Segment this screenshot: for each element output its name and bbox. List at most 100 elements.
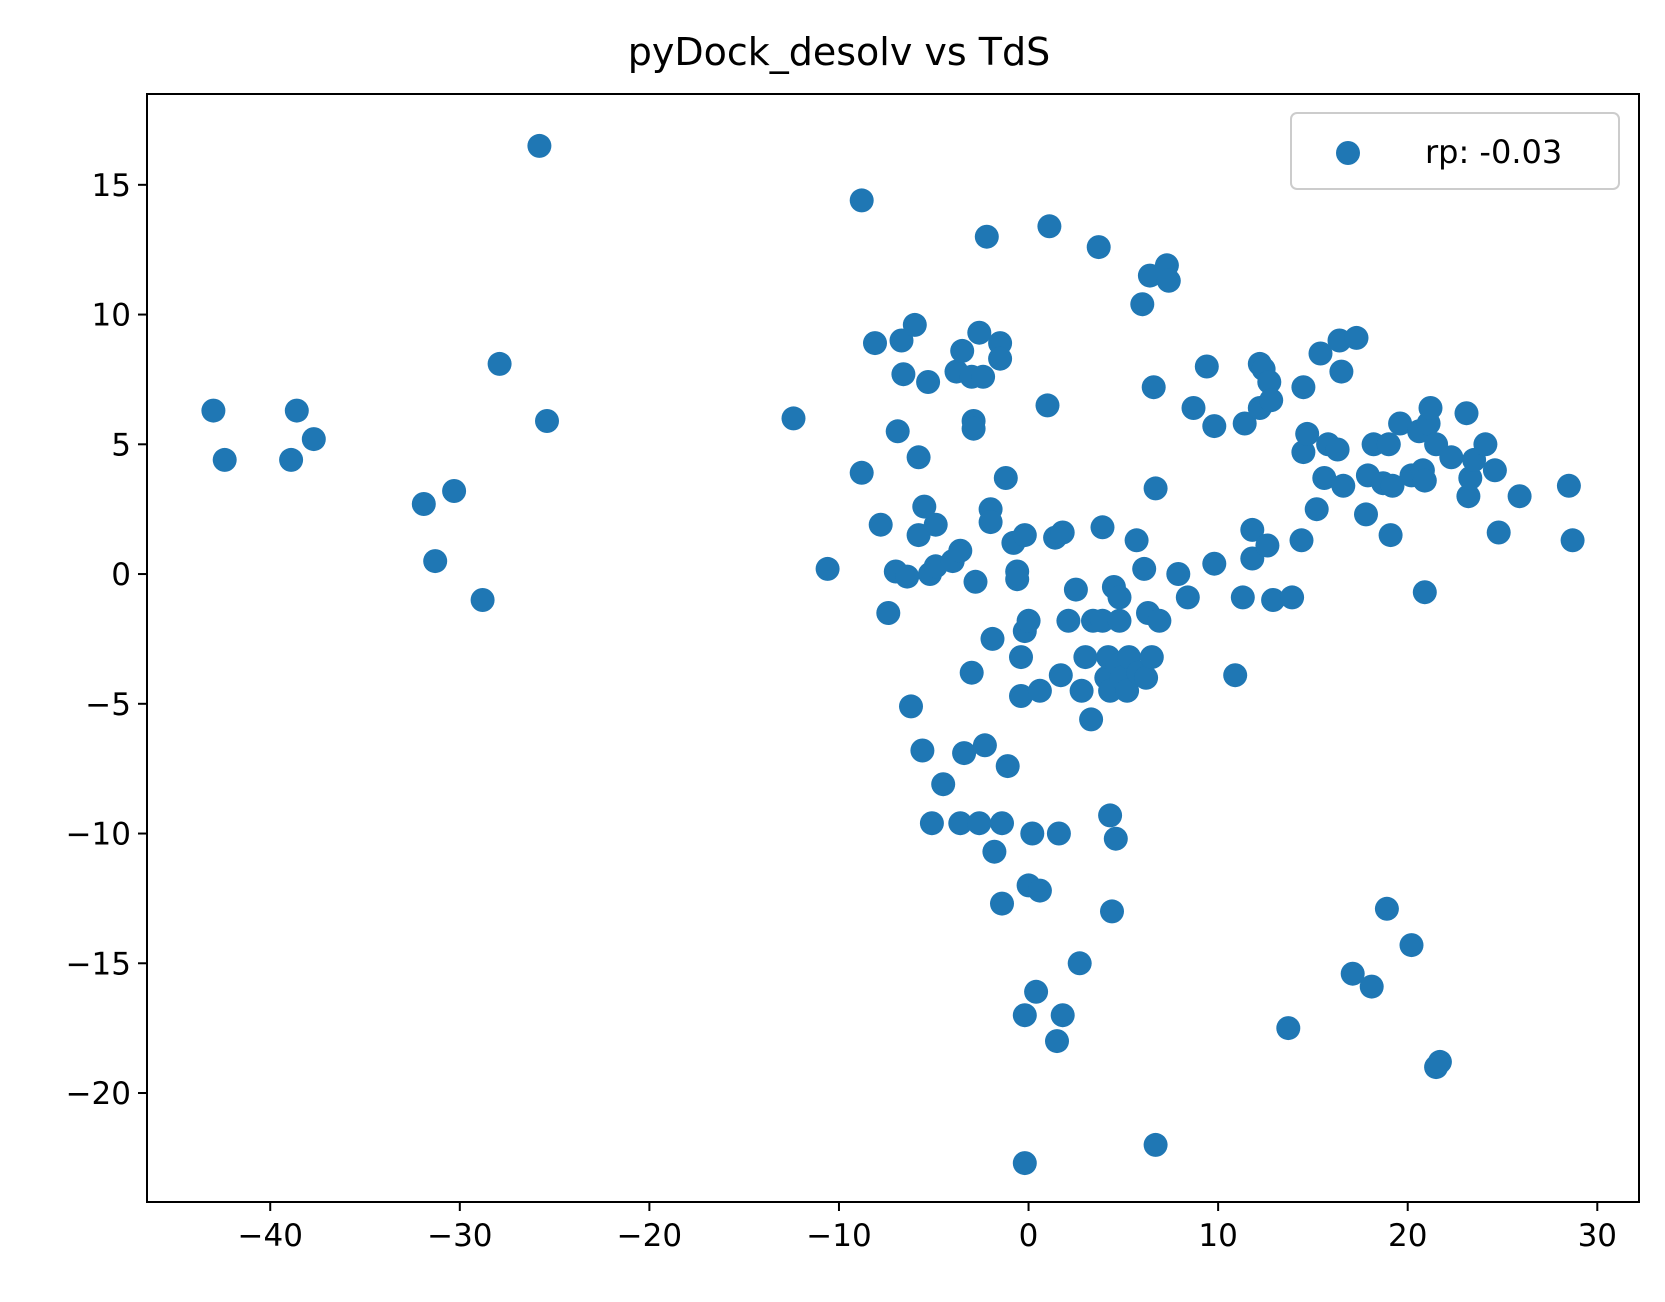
- data-point: [1486, 520, 1511, 545]
- data-point: [1560, 528, 1585, 553]
- data-point: [1280, 585, 1305, 610]
- data-point: [1399, 933, 1424, 958]
- data-point: [1556, 473, 1581, 498]
- data-point: [1257, 370, 1282, 394]
- data-point: [863, 331, 887, 356]
- data-point: [961, 416, 986, 441]
- data-point: [1143, 476, 1168, 501]
- data-point: [1115, 678, 1140, 703]
- data-point: [1009, 684, 1033, 708]
- plot-frame: [146, 93, 1640, 1203]
- data-point: [967, 320, 992, 345]
- data-point: [1507, 484, 1532, 509]
- data-point: [1376, 432, 1401, 457]
- data-point: [1069, 678, 1094, 703]
- data-point: [993, 466, 1018, 490]
- x-tick-label: 0: [1019, 1218, 1039, 1254]
- data-point: [1134, 665, 1159, 690]
- data-point: [849, 460, 874, 485]
- data-point: [1090, 515, 1115, 540]
- data-point: [1454, 401, 1479, 426]
- data-point: [963, 569, 988, 594]
- data-point: [1473, 432, 1498, 457]
- data-point: [1056, 608, 1081, 633]
- data-point: [1107, 585, 1132, 610]
- x-tick-label: −20: [617, 1218, 682, 1254]
- legend: rp: -0.03: [1290, 112, 1620, 190]
- data-point: [1418, 396, 1443, 420]
- data-point: [1016, 608, 1041, 633]
- data-point: [1331, 473, 1356, 498]
- data-point: [1202, 551, 1227, 576]
- data-point: [201, 398, 226, 423]
- y-tick-label: 0: [111, 557, 131, 593]
- data-point: [212, 447, 237, 472]
- y-tick-label: −5: [85, 687, 131, 723]
- data-point: [1223, 663, 1248, 688]
- data-point: [1291, 375, 1316, 400]
- data-point: [1100, 899, 1124, 924]
- data-point: [902, 312, 927, 337]
- data-point: [1276, 1016, 1301, 1041]
- data-point: [889, 328, 914, 353]
- data-point: [1037, 214, 1062, 239]
- data-point: [899, 694, 923, 719]
- data-point: [1050, 1003, 1075, 1028]
- data-point: [1388, 411, 1413, 436]
- data-point: [1005, 567, 1030, 592]
- data-point: [1073, 645, 1098, 670]
- data-point: [1009, 645, 1033, 670]
- data-point: [919, 811, 944, 836]
- points-layer: [201, 133, 1585, 1176]
- data-point: [971, 364, 996, 389]
- data-point: [967, 811, 992, 836]
- data-point: [1181, 396, 1206, 420]
- data-point: [1255, 533, 1280, 558]
- data-point: [1024, 979, 1049, 1004]
- data-point: [1090, 608, 1115, 633]
- data-point: [849, 188, 874, 213]
- data-point: [411, 492, 436, 516]
- data-point: [1329, 359, 1354, 384]
- x-axis: −40 −30 −20 −10 0 10 20 30: [238, 1202, 1617, 1254]
- x-tick-label: −10: [806, 1218, 871, 1254]
- legend-box: [1290, 112, 1620, 190]
- data-point: [284, 398, 309, 423]
- data-point: [1046, 821, 1071, 846]
- data-point: [442, 479, 467, 503]
- data-point: [990, 811, 1014, 836]
- data-point: [1259, 388, 1284, 413]
- data-point: [487, 351, 512, 376]
- data-point: [972, 733, 997, 758]
- data-point: [470, 588, 495, 612]
- data-point: [1378, 523, 1403, 548]
- data-point: [279, 447, 304, 472]
- data-point: [1063, 577, 1088, 602]
- x-tick-label: 30: [1578, 1218, 1617, 1254]
- data-point: [1156, 268, 1181, 293]
- data-point: [1012, 523, 1037, 548]
- data-point: [1458, 466, 1483, 490]
- data-point: [1427, 1049, 1452, 1074]
- data-point: [815, 556, 840, 581]
- data-point: [1103, 826, 1128, 851]
- y-tick-label: 15: [92, 168, 131, 204]
- legend-marker: [1336, 141, 1360, 165]
- data-point: [1048, 663, 1073, 688]
- y-tick-label: −15: [66, 946, 131, 982]
- data-point: [868, 512, 893, 537]
- data-point: [988, 346, 1013, 371]
- data-point: [1132, 556, 1157, 581]
- data-point: [781, 406, 806, 431]
- data-point: [1308, 341, 1333, 366]
- data-point: [1439, 445, 1464, 470]
- data-point: [990, 891, 1014, 916]
- data-point: [1012, 1003, 1037, 1028]
- data-point: [1020, 821, 1045, 846]
- data-point: [1240, 517, 1265, 542]
- data-point: [948, 538, 973, 563]
- data-point: [1289, 528, 1314, 553]
- data-point: [1175, 585, 1200, 610]
